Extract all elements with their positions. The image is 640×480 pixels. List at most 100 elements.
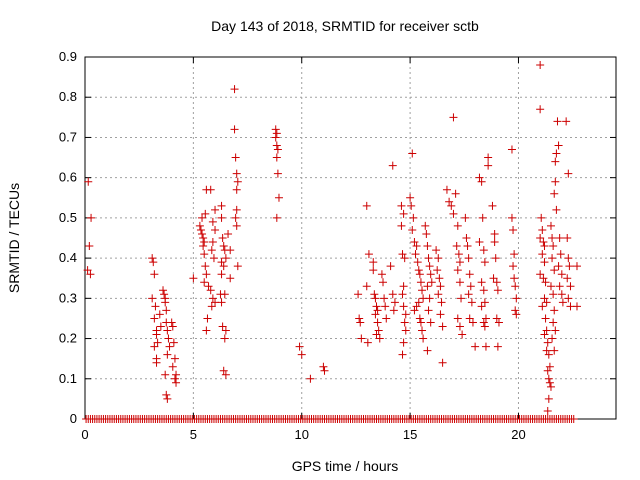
data-point <box>357 334 366 343</box>
data-point <box>208 217 217 226</box>
data-point <box>477 302 486 311</box>
data-point <box>172 378 181 387</box>
data-point <box>297 350 306 359</box>
data-point <box>554 141 563 150</box>
data-point <box>541 314 550 323</box>
data-point <box>204 282 213 291</box>
data-point <box>411 250 420 259</box>
data-point <box>408 225 417 234</box>
data-point <box>370 290 379 299</box>
data-point <box>423 282 432 291</box>
data-point <box>511 282 520 291</box>
data-point <box>211 225 220 234</box>
data-point <box>423 346 432 355</box>
data-point <box>364 250 373 259</box>
data-point <box>389 306 398 315</box>
x-tick-label: 10 <box>295 427 309 442</box>
data-point <box>449 209 458 218</box>
data-point <box>399 302 408 311</box>
data-point <box>543 338 552 347</box>
data-point <box>564 169 573 178</box>
data-point <box>572 302 581 311</box>
data-point <box>401 326 410 335</box>
data-point <box>563 274 572 283</box>
x-tick-label: 15 <box>403 427 417 442</box>
data-point <box>163 394 172 403</box>
data-point <box>371 310 380 319</box>
data-point <box>380 294 389 303</box>
data-points <box>83 61 581 415</box>
data-point <box>230 125 239 134</box>
data-point <box>480 298 489 307</box>
data-point <box>552 149 561 158</box>
data-point <box>433 266 442 275</box>
data-point <box>226 246 235 255</box>
data-point <box>199 234 208 242</box>
data-point <box>231 213 240 222</box>
data-point <box>232 185 241 194</box>
data-point <box>398 250 407 259</box>
data-point <box>207 246 216 255</box>
data-point <box>167 318 176 327</box>
data-point <box>217 213 226 222</box>
data-point <box>202 326 211 335</box>
data-point <box>445 197 454 206</box>
data-point <box>219 366 228 375</box>
data-point <box>150 270 159 279</box>
zero-point <box>569 415 578 423</box>
data-point <box>209 254 218 263</box>
data-point <box>163 350 172 359</box>
data-point <box>218 322 227 331</box>
data-point <box>363 338 372 347</box>
data-point <box>481 314 490 323</box>
y-tick-label: 0.2 <box>59 331 77 346</box>
data-point <box>412 242 421 251</box>
data-point <box>541 278 550 287</box>
data-point <box>477 177 486 186</box>
data-point <box>435 274 444 283</box>
data-point <box>220 334 229 343</box>
data-point <box>539 238 548 247</box>
data-point <box>544 394 553 403</box>
data-point <box>87 213 96 222</box>
data-point <box>484 161 493 170</box>
data-point <box>548 334 557 343</box>
data-point <box>379 278 388 287</box>
data-point <box>455 278 464 287</box>
data-point <box>198 213 207 222</box>
data-point <box>410 306 419 315</box>
data-point <box>354 290 363 299</box>
data-point <box>538 250 547 259</box>
data-point <box>224 229 233 238</box>
y-tick-label: 0.6 <box>59 170 77 185</box>
data-point <box>507 213 516 222</box>
data-point <box>545 362 554 371</box>
data-point <box>156 322 165 331</box>
data-point <box>442 185 451 194</box>
data-point <box>199 242 208 251</box>
data-point <box>201 262 210 271</box>
data-point <box>274 193 283 202</box>
data-point <box>398 350 407 359</box>
data-point <box>539 274 548 283</box>
data-point <box>536 234 545 242</box>
data-point <box>543 366 552 375</box>
data-point <box>200 250 209 259</box>
data-point <box>374 326 383 335</box>
data-point <box>546 221 555 230</box>
data-point <box>461 213 470 222</box>
data-point <box>412 302 421 311</box>
data-point <box>565 262 574 271</box>
y-tick-label: 0.8 <box>59 89 77 104</box>
data-point <box>362 201 371 210</box>
data-point <box>369 266 378 275</box>
data-point <box>386 262 395 271</box>
data-point <box>232 169 241 178</box>
data-point <box>546 382 555 391</box>
data-point <box>416 278 425 287</box>
data-point <box>272 213 281 222</box>
data-point <box>415 314 424 323</box>
data-point <box>220 290 229 299</box>
data-point <box>550 266 559 275</box>
data-point <box>226 274 235 283</box>
